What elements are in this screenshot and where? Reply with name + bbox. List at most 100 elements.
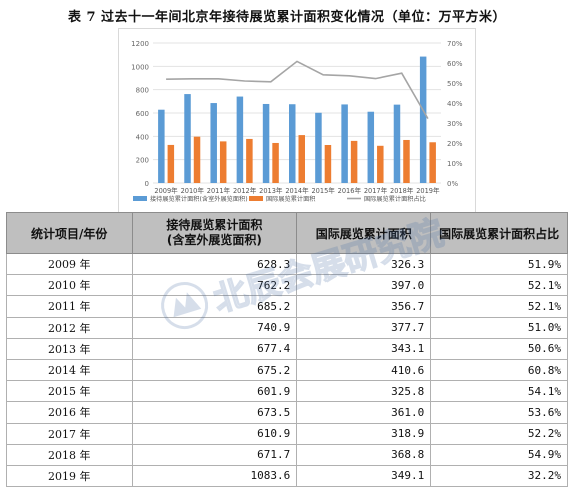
year-cell: 2010 年 xyxy=(6,274,133,297)
x-tick-label: 2010年 xyxy=(181,186,205,195)
table-header-row: 统计项目/年份 接待展览累计面积 (含室外展览面积) 国际展览累计面积 国际展览… xyxy=(6,212,568,254)
data-table: 统计项目/年份 接待展览累计面积 (含室外展览面积) 国际展览累计面积 国际展览… xyxy=(6,212,568,487)
chart-panel: 0 200 400 600 800 1000 1200 0% 10% 20% 30% 40% 50% 60… xyxy=(118,28,476,213)
bar-intl-area xyxy=(377,145,384,183)
table-row: 2015 年 601.9 325.8 54.1% xyxy=(6,380,568,403)
value-cell: 673.5 xyxy=(131,401,298,424)
value-cell: 671.7 xyxy=(131,443,298,466)
value-cell: 318.9 xyxy=(296,422,432,445)
bar-intl-area xyxy=(193,136,201,183)
year-cell: 2009 年 xyxy=(6,252,133,276)
header-cell: 统计项目/年份 xyxy=(6,212,133,254)
x-tick-label: 2018年 xyxy=(390,186,414,195)
table-row: 2012 年 740.9 377.7 51.0% xyxy=(6,316,568,339)
value-cell: 325.8 xyxy=(296,380,432,403)
y-tick-label: 1200 xyxy=(131,40,149,48)
legend-label-share: 国际展览累计面积占比 xyxy=(364,195,426,203)
value-cell: 51.0% xyxy=(430,316,568,339)
bar-receive-area xyxy=(341,104,348,183)
bar-intl-area xyxy=(272,142,279,183)
value-cell: 51.9% xyxy=(430,252,568,276)
y2-tick-label: 0% xyxy=(447,180,458,188)
y-tick-label: 600 xyxy=(136,110,149,118)
y-tick-label: 200 xyxy=(136,157,149,165)
y2-tick-label: 60% xyxy=(447,60,463,68)
x-tick-label: 2009年 xyxy=(154,186,178,195)
combo-chart: 0 200 400 600 800 1000 1200 0% 10% 20% 30% 40% 50% 60… xyxy=(131,40,463,203)
value-cell: 60.8% xyxy=(430,358,568,382)
value-cell: 675.2 xyxy=(131,358,298,382)
value-cell: 740.9 xyxy=(131,316,298,339)
header-cell: 国际展览累计面积占比 xyxy=(430,212,568,254)
value-cell: 326.3 xyxy=(296,252,432,276)
x-tick-label: 2015年 xyxy=(311,186,335,195)
bar-intl-area xyxy=(324,144,332,183)
bar-receive-area xyxy=(210,103,217,183)
bar-intl-area xyxy=(219,141,227,183)
y2-tick-label: 70% xyxy=(447,40,463,48)
x-tick-label: 2014年 xyxy=(285,186,309,195)
x-tick-label: 2012年 xyxy=(233,186,257,195)
legend-swatch-intl xyxy=(249,196,263,201)
bar-intl-area xyxy=(246,138,253,183)
value-cell: 356.7 xyxy=(296,295,432,318)
year-cell: 2015 年 xyxy=(6,380,133,403)
table-row: 2018 年 671.7 368.8 54.9% xyxy=(6,443,568,466)
table-row: 2010 年 762.2 397.0 52.1% xyxy=(6,274,568,297)
bar-receive-area xyxy=(419,56,427,183)
value-cell: 628.3 xyxy=(131,252,298,276)
value-cell: 397.0 xyxy=(296,274,432,297)
legend-label-intl: 国际展览累计面积 xyxy=(266,195,316,203)
year-cell: 2017 年 xyxy=(6,422,133,445)
page-title: 表 7 过去十一年间北京年接待展览累计面积变化情况（单位：万平方米） xyxy=(67,10,507,25)
value-cell: 610.9 xyxy=(131,422,298,445)
bar-receive-area xyxy=(315,112,322,183)
value-cell: 52.1% xyxy=(430,274,568,297)
table-row: 2013 年 677.4 343.1 50.6% xyxy=(6,337,568,360)
y2-tick-label: 10% xyxy=(447,160,463,168)
value-cell: 361.0 xyxy=(296,401,432,424)
bar-intl-area xyxy=(350,140,358,183)
value-cell: 677.4 xyxy=(131,337,298,360)
y2-tick-label: 20% xyxy=(447,140,463,148)
value-cell: 377.7 xyxy=(296,316,432,339)
value-cell: 601.9 xyxy=(131,380,298,403)
value-cell: 52.1% xyxy=(430,295,568,318)
y-tick-label: 0 xyxy=(145,180,149,188)
y-tick-label: 800 xyxy=(136,87,149,95)
bar-intl-area xyxy=(298,135,305,183)
table-row: 2014 年 675.2 410.6 60.8% xyxy=(6,358,568,382)
x-tick-label: 2013年 xyxy=(259,186,283,195)
y2-tick-label: 30% xyxy=(447,120,463,128)
x-tick-label: 2019年 xyxy=(416,186,440,195)
y2-tick-label: 50% xyxy=(447,80,463,88)
bar-receive-area xyxy=(289,104,296,183)
value-cell: 54.1% xyxy=(430,380,568,403)
bar-receive-area xyxy=(184,94,191,183)
value-cell: 410.6 xyxy=(296,358,432,382)
value-cell: 368.8 xyxy=(296,443,432,466)
legend-label-receive: 接待展览累计面积(含室外展览面积) xyxy=(150,195,248,203)
year-cell: 2012 年 xyxy=(6,316,133,339)
value-cell: 52.2% xyxy=(430,422,568,445)
table-row: 2011 年 685.2 356.7 52.1% xyxy=(6,295,568,318)
value-cell: 685.2 xyxy=(131,295,298,318)
y-tick-label: 400 xyxy=(136,133,149,141)
y2-tick-label: 40% xyxy=(447,100,463,108)
legend-swatch-receive xyxy=(133,196,147,201)
year-cell: 2014 年 xyxy=(6,358,133,382)
bar-receive-area xyxy=(262,103,270,183)
x-tick-label: 2016年 xyxy=(338,186,362,195)
bar-intl-area xyxy=(429,142,436,183)
x-tick-label: 2017年 xyxy=(364,186,388,195)
year-cell: 2011 年 xyxy=(6,295,133,318)
value-cell: 50.6% xyxy=(430,337,568,360)
value-cell: 762.2 xyxy=(131,274,298,297)
value-cell: 54.9% xyxy=(430,443,568,466)
x-tick-label: 2011年 xyxy=(207,186,231,195)
bar-receive-area xyxy=(393,104,401,183)
year-cell: 2018 年 xyxy=(6,443,133,466)
header-cell: 国际展览累计面积 xyxy=(296,212,432,254)
line-intl-share xyxy=(166,60,429,119)
value-cell: 343.1 xyxy=(296,337,432,360)
